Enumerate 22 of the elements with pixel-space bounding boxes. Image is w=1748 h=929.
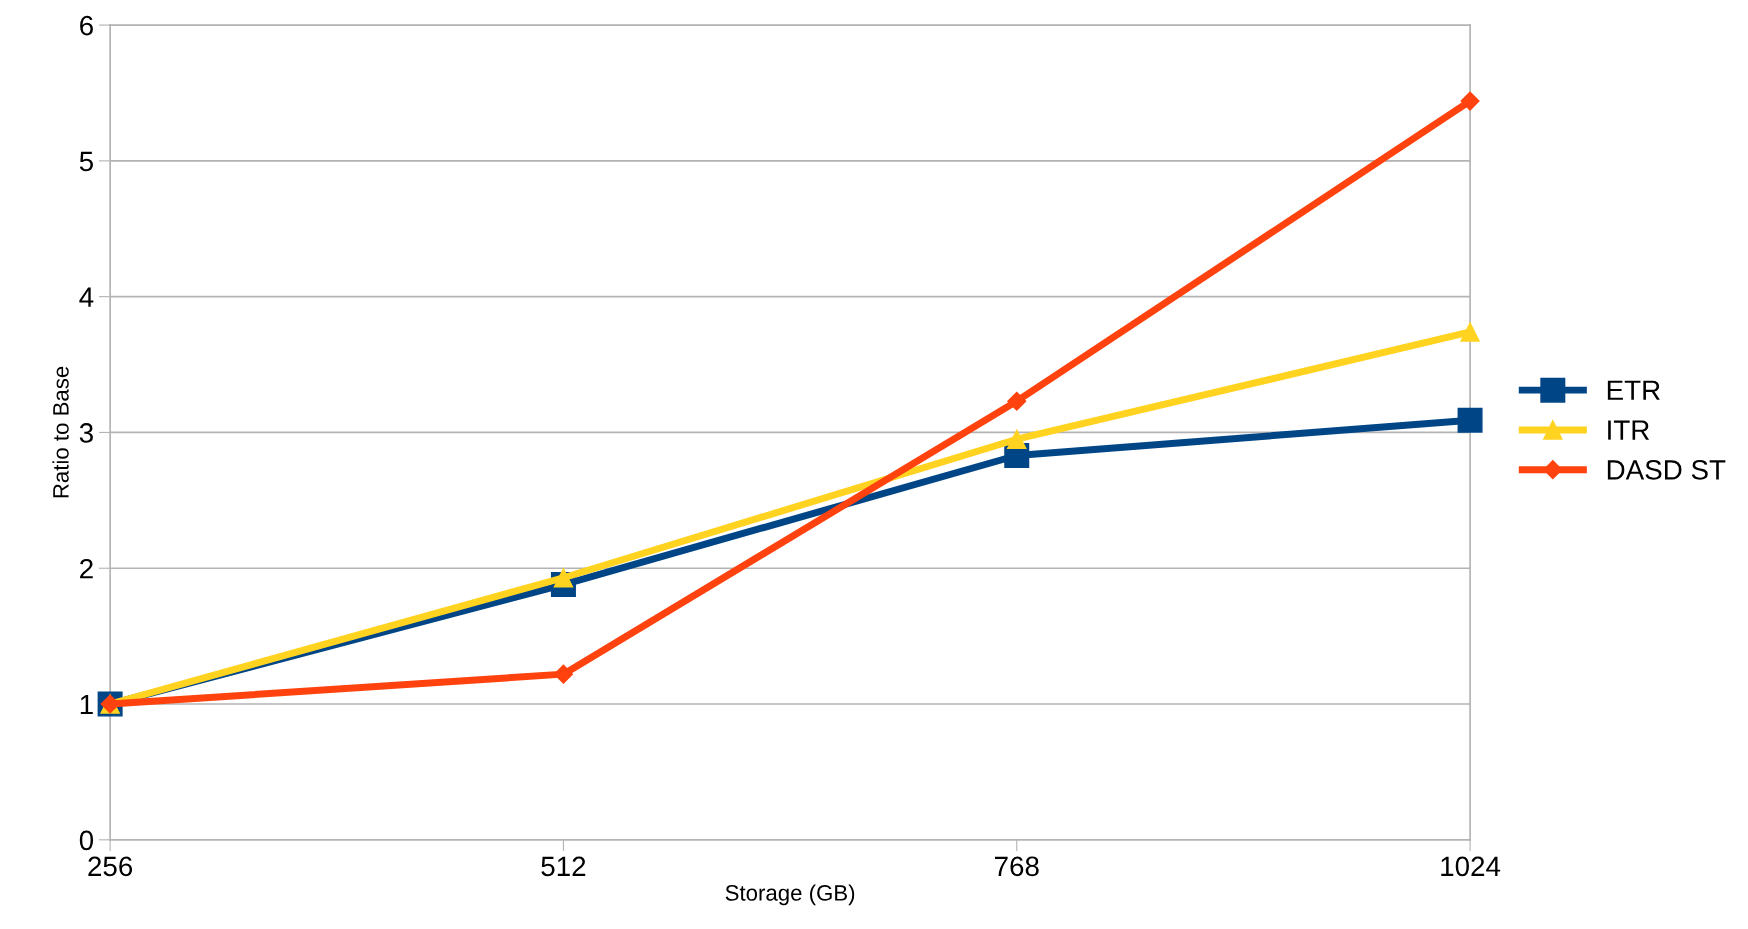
legend-label: ITR — [1608, 420, 1650, 440]
point — [1007, 391, 1027, 411]
point — [1460, 322, 1480, 342]
y-tick-label: 3 — [79, 423, 93, 443]
legend-label: DASD ST — [1607, 460, 1726, 480]
point — [1457, 407, 1483, 433]
y-tick-label: 5 — [79, 151, 93, 172]
y-tick-label: 4 — [79, 287, 94, 307]
x-tick-label: 1024 — [1441, 856, 1501, 877]
y-tick-label: 6 — [80, 15, 93, 36]
x-tick-label: 512 — [541, 856, 586, 877]
x-tick-label: 256 — [88, 856, 133, 877]
point — [1007, 429, 1027, 449]
y-tick-label: 1 — [80, 694, 93, 715]
x-tick-label: 768 — [995, 856, 1039, 877]
y-tick-label: 2 — [80, 558, 93, 579]
legend-label: ETR — [1607, 380, 1660, 400]
point — [553, 664, 573, 684]
x-axis-title: Storage (GB) — [725, 884, 855, 906]
y-tick-label: 0 — [79, 830, 94, 851]
y-axis-title: Ratio to Base — [52, 366, 69, 498]
point — [1460, 91, 1480, 111]
